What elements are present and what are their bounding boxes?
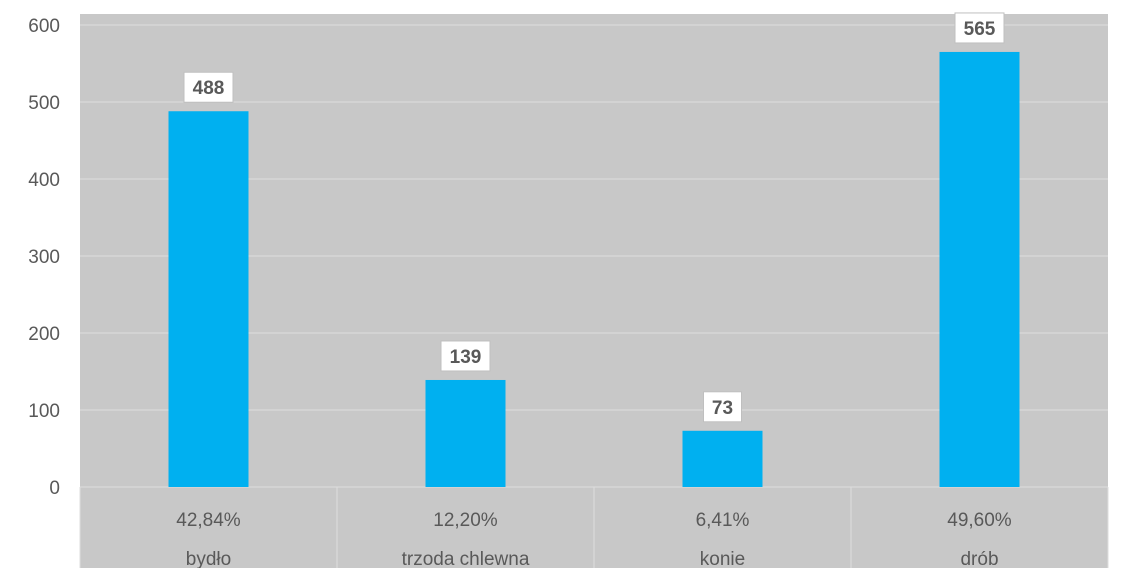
- data-label: 73: [712, 398, 733, 419]
- percent-label: 42,84%: [176, 510, 241, 531]
- y-tick-label: 600: [28, 16, 60, 37]
- y-tick-label: 200: [28, 324, 60, 345]
- bar-3: [939, 51, 1020, 487]
- category-label: drób: [960, 549, 998, 568]
- y-tick-label: 0: [49, 478, 60, 499]
- y-tick-label: 100: [28, 401, 60, 422]
- category-label: trzoda chlewna: [402, 549, 530, 568]
- bar-0: [168, 111, 249, 488]
- plot-area: [80, 14, 1108, 568]
- category-label: konie: [700, 549, 745, 568]
- bar-2: [682, 430, 763, 487]
- bar-1: [425, 379, 506, 487]
- data-label: 565: [964, 19, 996, 40]
- category-label: bydło: [186, 549, 231, 568]
- y-tick-label: 500: [28, 93, 60, 114]
- data-label-box: [954, 12, 1005, 44]
- y-tick-label: 300: [28, 247, 60, 268]
- data-label-box: [183, 71, 234, 103]
- percent-label: 49,60%: [947, 510, 1012, 531]
- y-tick-label: 400: [28, 170, 60, 191]
- data-label-box: [703, 391, 742, 423]
- percent-label: 6,41%: [696, 510, 750, 531]
- data-label-box: [440, 340, 491, 372]
- data-label: 139: [450, 347, 482, 368]
- data-label: 488: [193, 78, 225, 99]
- percent-label: 12,20%: [433, 510, 498, 531]
